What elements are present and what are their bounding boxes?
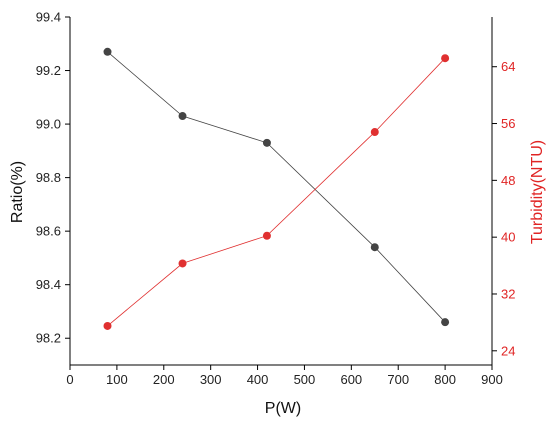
- x-tick-label: 200: [153, 372, 175, 387]
- ratio-data-point: [262, 138, 271, 147]
- turbidity-series-line: [107, 57, 446, 327]
- ratio-data-point: [441, 318, 450, 327]
- y-axis-title: Ratio(%): [9, 161, 26, 223]
- y2-axis-title: Turbidity(NTU): [529, 140, 546, 244]
- y2-tick-label: 64: [501, 59, 515, 74]
- x-tick-label: 500: [294, 372, 316, 387]
- y2-tick-label: 24: [501, 343, 515, 358]
- y-tick-label: 98.2: [36, 331, 61, 346]
- plot-frame: [69, 17, 493, 366]
- y2-tick-label: 48: [501, 173, 515, 188]
- ratio-data-point: [370, 243, 379, 252]
- y-tick-label: 99.4: [36, 10, 61, 25]
- y-tick-label: 98.6: [36, 224, 61, 239]
- x-tick-label: 400: [247, 372, 269, 387]
- y-tick-label: 99.0: [36, 117, 61, 132]
- y-tick-label: 99.2: [36, 63, 61, 78]
- turbidity-data-point: [178, 259, 187, 268]
- ratio-data-point: [103, 47, 112, 56]
- y-tick-label: 98.4: [36, 277, 61, 292]
- x-axis-title: P(W): [265, 400, 301, 417]
- x-tick-label: 100: [106, 372, 128, 387]
- x-tick-label: 800: [434, 372, 456, 387]
- x-tick-label: 300: [200, 372, 222, 387]
- turbidity-data-point: [441, 54, 450, 63]
- y2-tick-label: 40: [501, 230, 515, 245]
- series-points: [103, 47, 450, 330]
- y2-tick-label: 32: [501, 286, 515, 301]
- turbidity-data-point: [370, 128, 379, 137]
- y2-tick-label: 56: [501, 116, 515, 131]
- ratio-data-point: [178, 112, 187, 121]
- axis-ticks: [65, 16, 497, 370]
- turbidity-data-point: [262, 231, 271, 240]
- y-tick-label: 98.8: [36, 170, 61, 185]
- x-tick-label: 900: [481, 372, 503, 387]
- x-tick-label: 700: [387, 372, 409, 387]
- ratio-series-line: [107, 51, 446, 323]
- series-lines: [107, 51, 446, 327]
- turbidity-data-point: [103, 321, 112, 330]
- x-tick-label: 0: [66, 372, 73, 387]
- tick-labels: 0 100 200 300 400 500 600 700 800 900 98.2 98.4 98.6…: [36, 10, 516, 388]
- x-tick-label: 600: [340, 372, 362, 387]
